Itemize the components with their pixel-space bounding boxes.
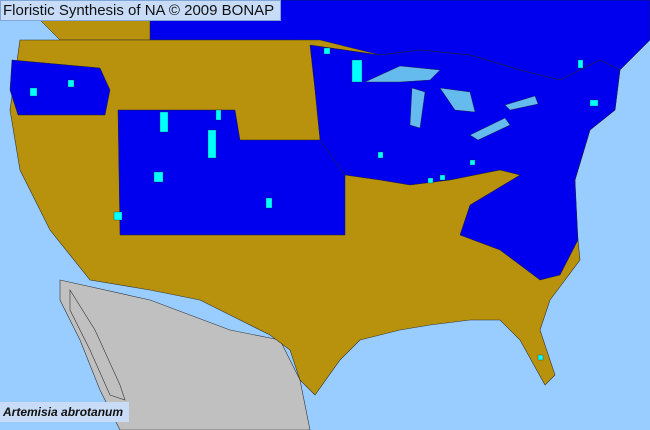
county-records — [29, 47, 599, 361]
species-label: Artemisia abrotanum — [0, 402, 130, 422]
north-central-east-region — [309, 44, 621, 281]
oregon-region — [9, 59, 111, 116]
great-lakes — [364, 65, 539, 141]
baja-region — [69, 288, 126, 401]
map-title: Floristic Synthesis of NA © 2009 BONAP — [0, 0, 282, 21]
